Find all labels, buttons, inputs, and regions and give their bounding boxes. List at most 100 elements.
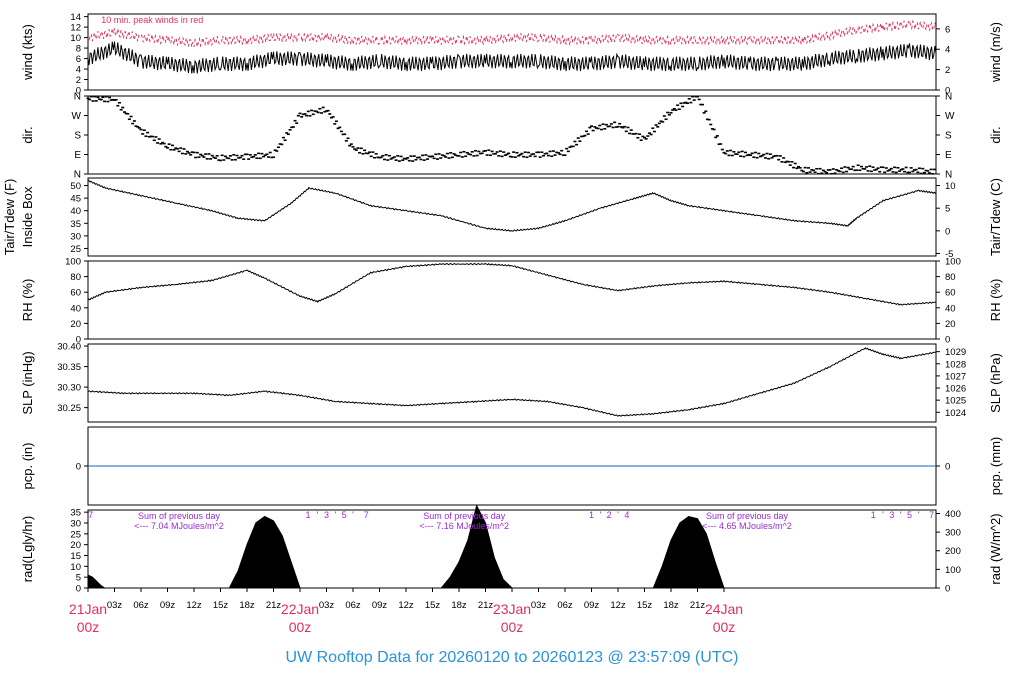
left-tick-label: 30.40	[57, 342, 81, 353]
page-title: UW Rooftop Data for 20260120 to 20260123…	[285, 649, 739, 666]
direction-point	[590, 125, 593, 127]
direction-point	[111, 98, 115, 101]
right-tick-label: W	[945, 111, 955, 122]
direction-point	[202, 156, 206, 158]
wind-frame	[87, 13, 937, 91]
right-tick-label: 5	[945, 204, 950, 215]
direction-point	[518, 153, 522, 156]
x-tick-label: 03z	[531, 600, 547, 611]
direction-point	[707, 118, 711, 121]
x-tick-label: 09z	[160, 600, 176, 611]
left-tick-label: 30.35	[57, 362, 81, 373]
direction-point	[98, 98, 102, 101]
direction-point	[626, 126, 630, 129]
direction-point	[800, 169, 804, 172]
direction-point	[349, 143, 353, 145]
direction-point	[560, 149, 564, 152]
direction-point	[744, 151, 748, 154]
pcp-panel	[84, 426, 940, 506]
direction-point	[162, 142, 166, 145]
direction-point	[848, 168, 852, 171]
direction-point	[457, 155, 461, 157]
right-tick-label: 1026	[945, 384, 966, 395]
direction-point	[232, 154, 236, 156]
direction-point	[608, 125, 612, 128]
direction-point	[780, 161, 784, 163]
direction-point	[154, 136, 158, 138]
direction-point	[903, 170, 907, 173]
radiation-area-3	[652, 515, 725, 589]
direction-point	[452, 153, 456, 155]
direction-point	[359, 147, 363, 150]
direction-point	[513, 156, 517, 158]
direction-point	[470, 151, 474, 153]
rad-hour-marker: '	[599, 510, 601, 520]
direction-point	[139, 128, 143, 131]
left-tick-label: N	[74, 92, 81, 103]
direction-point	[412, 155, 416, 157]
direction-point	[493, 152, 497, 155]
slp-frame	[87, 343, 937, 423]
direction-point	[853, 169, 857, 172]
rad-hour-marker: 7	[88, 510, 93, 520]
direction-point	[387, 154, 391, 157]
direction-point	[921, 167, 925, 170]
direction-point	[94, 100, 98, 102]
direction-point	[147, 136, 151, 138]
direction-point	[437, 153, 441, 155]
direction-point	[114, 98, 118, 101]
direction-point	[585, 130, 589, 133]
left-tick-label: 35	[70, 508, 81, 519]
direction-point	[431, 155, 434, 158]
direction-point	[172, 148, 176, 151]
right-tick-label: 300	[945, 528, 961, 539]
direction-point	[758, 155, 762, 158]
direction-point	[89, 95, 93, 98]
direction-point	[91, 100, 95, 102]
right-tick-label: 0	[945, 335, 950, 346]
direction-point	[917, 167, 921, 170]
direction-point	[399, 155, 403, 158]
direction-point	[543, 152, 547, 155]
direction-point	[333, 123, 337, 125]
y-axis-label-left: pcp. (in)	[20, 443, 35, 490]
direction-point	[310, 109, 314, 112]
direction-point	[368, 151, 372, 153]
direction-point	[401, 159, 405, 162]
direction-point	[442, 154, 446, 157]
direction-point	[732, 150, 736, 153]
direction-point	[119, 108, 123, 111]
direction-point	[515, 151, 519, 154]
direction-point	[906, 171, 910, 174]
direction-point	[886, 169, 890, 172]
rad-hour-marker: 1	[871, 510, 876, 520]
direction-point	[697, 98, 701, 101]
direction-point	[257, 152, 261, 155]
direction-point	[510, 156, 514, 158]
direction-point	[810, 169, 814, 171]
direction-point	[508, 155, 512, 158]
direction-point	[293, 119, 297, 122]
rad-hour-marker: '	[917, 510, 919, 520]
direction-point	[450, 156, 454, 159]
direction-point	[633, 133, 637, 135]
direction-point	[826, 169, 830, 171]
direction-point	[366, 152, 370, 155]
direction-point	[210, 154, 214, 157]
right-tick-label: 0	[945, 584, 950, 595]
direction-point	[426, 158, 430, 160]
direction-point	[583, 134, 587, 137]
right-tick-label: 0	[945, 462, 950, 473]
right-tick-label: 400	[945, 509, 961, 520]
direction-point	[629, 129, 633, 131]
radiation-area-1	[87, 515, 301, 589]
direction-point	[773, 155, 777, 157]
direction-point	[777, 158, 781, 161]
direction-point	[137, 127, 141, 129]
direction-point	[659, 120, 663, 122]
direction-point	[803, 166, 807, 169]
direction-point	[532, 153, 536, 155]
direction-point	[790, 160, 794, 163]
direction-point	[379, 156, 383, 159]
right-tick-label: N	[945, 170, 952, 181]
